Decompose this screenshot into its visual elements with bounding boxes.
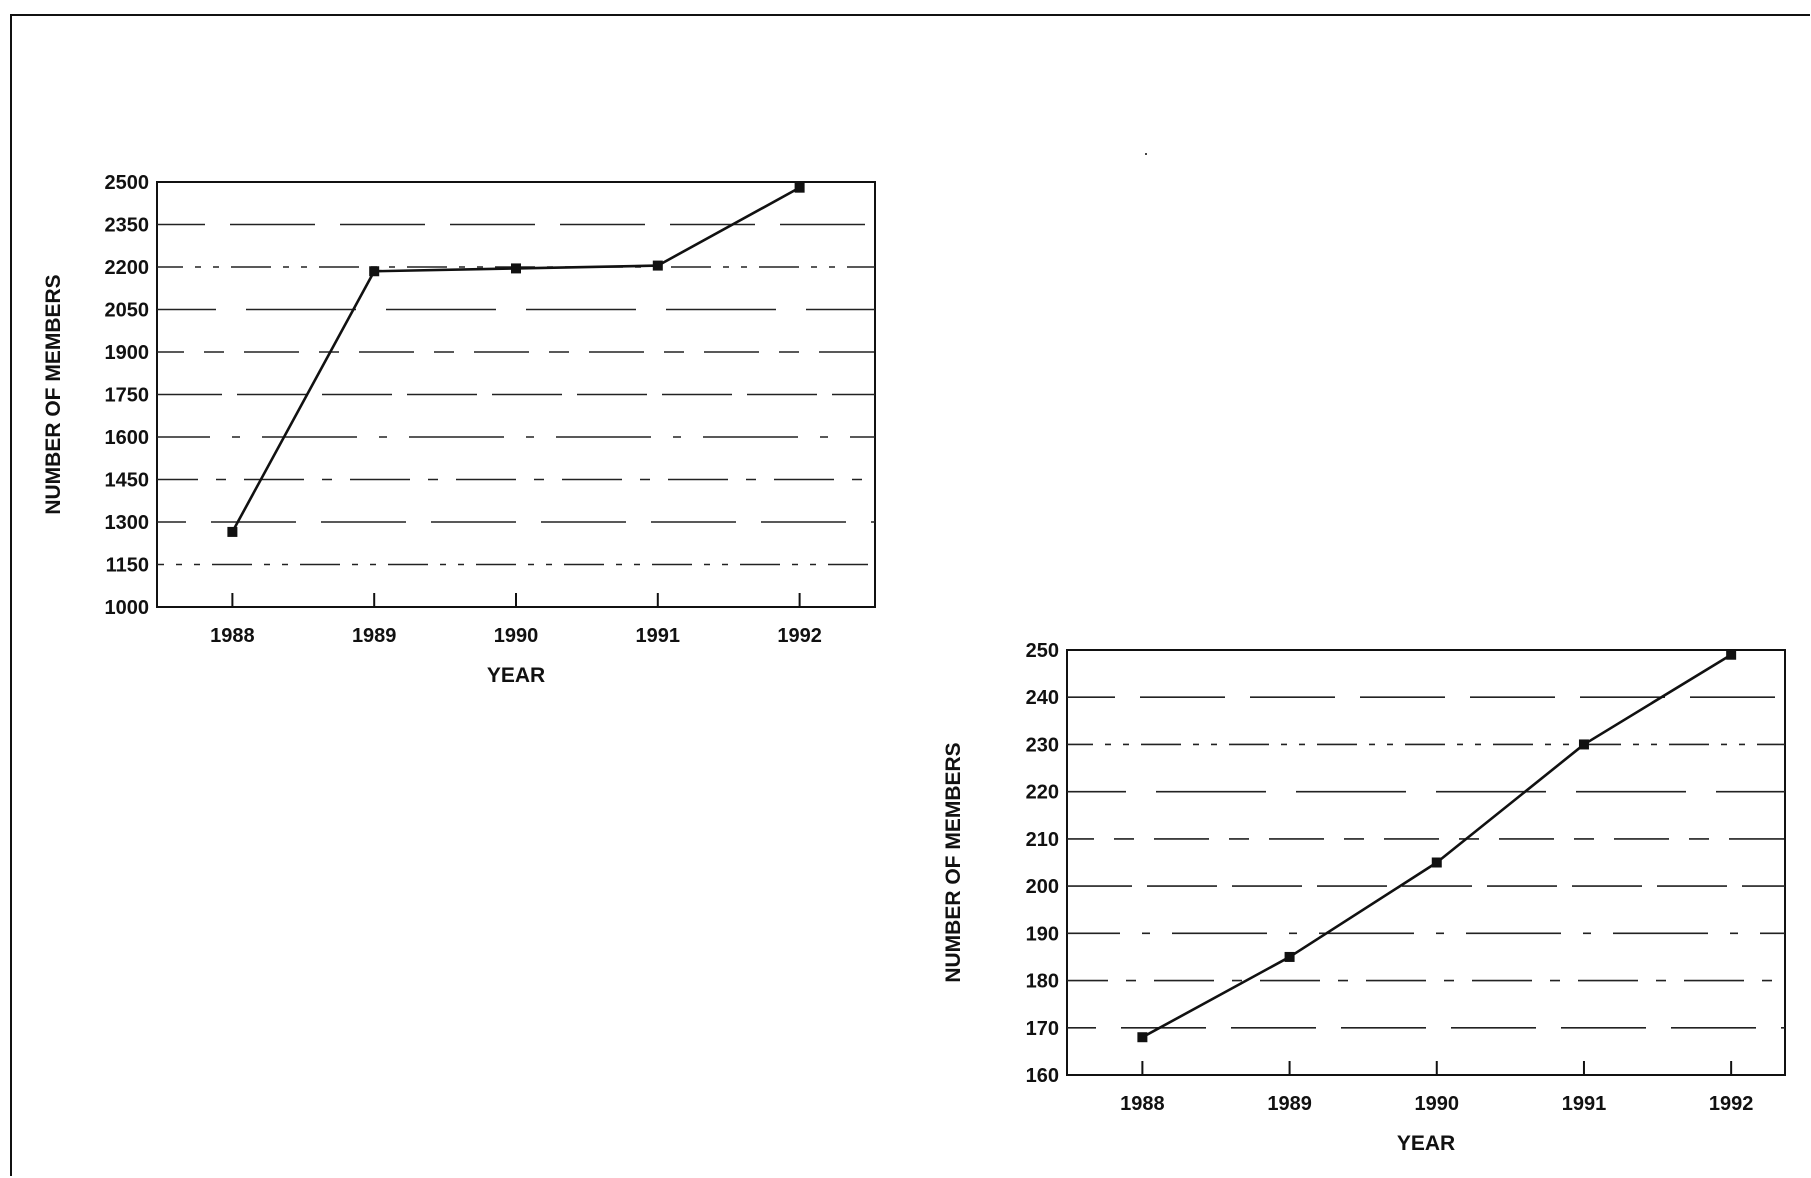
y-tick-label: 2350	[105, 215, 150, 237]
y-tick-label: 2200	[105, 257, 150, 279]
y-tick-label: 1900	[105, 342, 150, 364]
x-tick-label: 1991	[636, 625, 681, 647]
data-point-marker	[1578, 739, 1589, 750]
y-tick-label: 240	[1026, 687, 1059, 709]
data-point-marker	[1431, 857, 1442, 868]
y-tick-label: 1150	[106, 555, 149, 577]
x-axis-title: YEAR	[487, 664, 545, 687]
y-tick-label: 200	[1026, 876, 1059, 898]
page-frame	[10, 14, 1810, 1176]
data-point-marker	[511, 263, 521, 274]
y-tick-label: 230	[1026, 734, 1059, 756]
chart-members-1988-1992-right: 250 240 230 220 210 200 190 180 170 160 1988 1989 19…	[942, 640, 1786, 1155]
y-tick-label: 1450	[105, 470, 150, 492]
y-tick-label: 180	[1026, 971, 1059, 993]
y-tick-label: 1600	[105, 427, 150, 449]
x-axis-title: YEAR	[1397, 1132, 1455, 1155]
y-tick-label: 1750	[105, 385, 150, 407]
data-point-marker	[1284, 951, 1295, 962]
plot-frame	[1066, 649, 1786, 1076]
x-tick-label: 1992	[777, 625, 822, 647]
x-tick-label: 1989	[1267, 1093, 1312, 1115]
y-tick-label: 220	[1026, 782, 1059, 804]
data-point-marker	[652, 260, 663, 271]
chart-members-1988-1992-left: 2500 2350 2200 2050 1900 1750 1600 1450 1300 1150…	[42, 172, 876, 687]
y-tick-label: 1000	[105, 597, 150, 619]
series-line	[1141, 653, 1732, 1039]
y-tick-label: 2050	[105, 300, 150, 322]
data-point-marker	[1137, 1032, 1148, 1043]
y-tick-label: 170	[1026, 1018, 1059, 1040]
y-tick-label: 250	[1026, 640, 1059, 662]
data-point-marker	[1726, 649, 1737, 660]
x-tick-label: 1990	[1415, 1093, 1460, 1115]
data-point-marker	[369, 266, 380, 277]
x-tick-label: 1990	[494, 625, 539, 647]
x-tick-label: 1992	[1709, 1093, 1754, 1115]
x-tick-label: 1988	[1120, 1093, 1165, 1115]
data-point-marker	[794, 182, 805, 193]
y-tick-label: 210	[1026, 829, 1059, 851]
y-tick-label: 1300	[105, 512, 150, 534]
x-tick-label: 1989	[352, 625, 397, 647]
x-tick-label: 1991	[1562, 1093, 1607, 1115]
y-tick-label: 2500	[105, 172, 150, 194]
data-point-marker	[227, 526, 238, 537]
x-tick-label: 1988	[210, 625, 255, 647]
y-tick-label: 160	[1026, 1065, 1059, 1087]
y-axis-title: NUMBER OF MEMBERS	[942, 742, 965, 982]
scan-speck	[1145, 153, 1147, 155]
y-axis-title: NUMBER OF MEMBERS	[42, 274, 65, 514]
y-tick-label: 190	[1026, 923, 1059, 945]
